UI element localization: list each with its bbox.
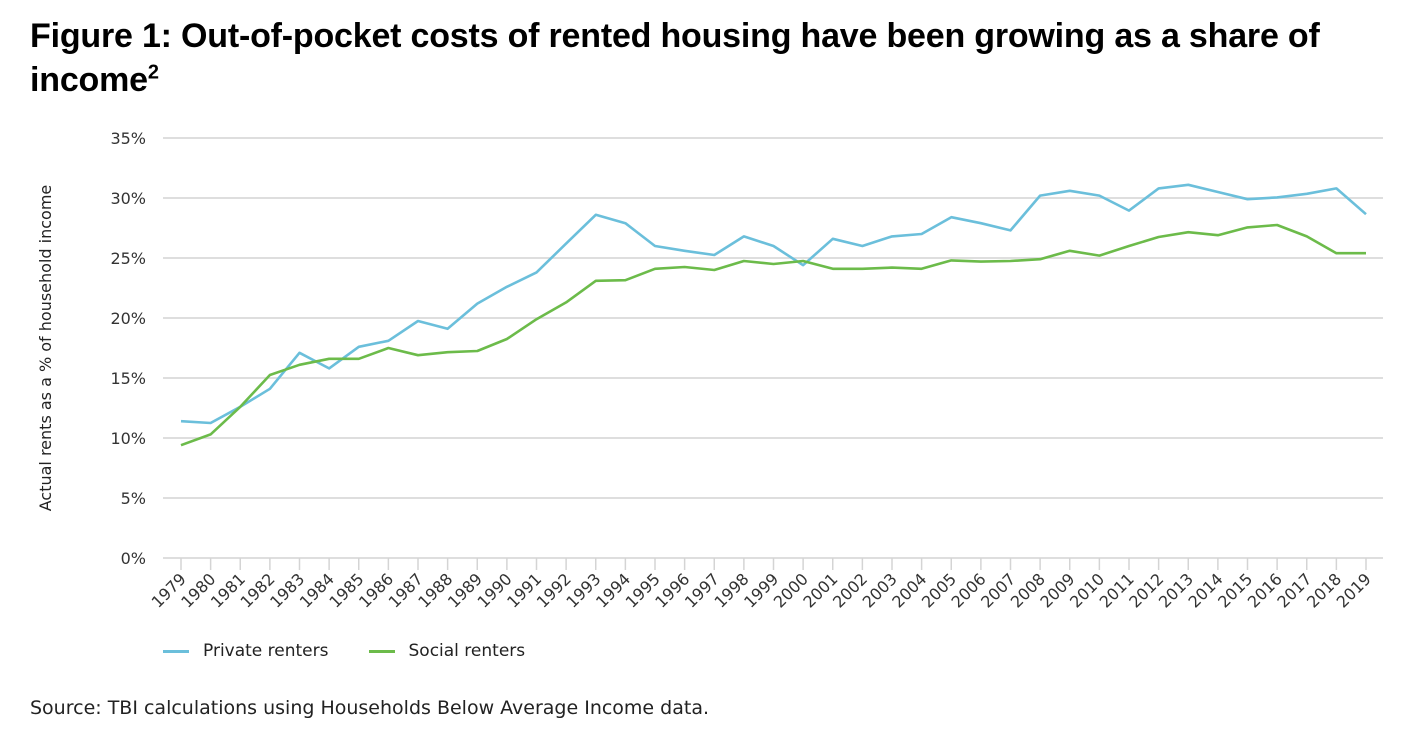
y-tick-label: 10%	[110, 429, 146, 448]
y-tick-label: 20%	[110, 309, 146, 328]
y-tick-label: 5%	[121, 489, 146, 508]
y-axis-ticks: 0% 5% 10% 15% 20% 25% 30% 35%	[110, 129, 146, 568]
legend-swatch-private	[163, 649, 189, 653]
y-tick-label: 0%	[121, 549, 146, 568]
legend: Private renters Social renters	[163, 641, 525, 661]
legend-label-social: Social renters	[408, 641, 526, 661]
y-tick-label: 35%	[110, 129, 146, 148]
series-line-social-renters	[180, 223, 1366, 447]
y-axis-title: Actual rents as a % of household income	[36, 185, 55, 512]
source-note: Source: TBI calculations using Household…	[30, 697, 709, 719]
x-tick-label: 2019	[1333, 569, 1375, 611]
series-lines	[180, 183, 1367, 447]
legend-item-social: Social renters	[368, 641, 526, 661]
legend-label-private: Private renters	[203, 641, 329, 661]
chart-title-text: Figure 1: Out-of-pocket costs of rented …	[30, 17, 1320, 99]
y-tick-label: 30%	[110, 189, 146, 208]
line-chart: 0% 5% 10% 15% 20% 25% 30% 35% 19791980198119821…	[36, 129, 1383, 612]
legend-swatch-social	[368, 649, 395, 653]
footnote-marker: 2	[147, 61, 159, 84]
x-axis: 1979198019811982198319841985198619871988…	[148, 558, 1375, 612]
series-line-private-renters	[180, 183, 1367, 425]
gridlines	[163, 137, 1383, 559]
y-tick-label: 25%	[110, 249, 146, 268]
legend-item-private: Private renters	[163, 641, 329, 661]
chart-title: Figure 1: Out-of-pocket costs of rented …	[30, 14, 1400, 102]
y-tick-label: 15%	[110, 369, 146, 388]
